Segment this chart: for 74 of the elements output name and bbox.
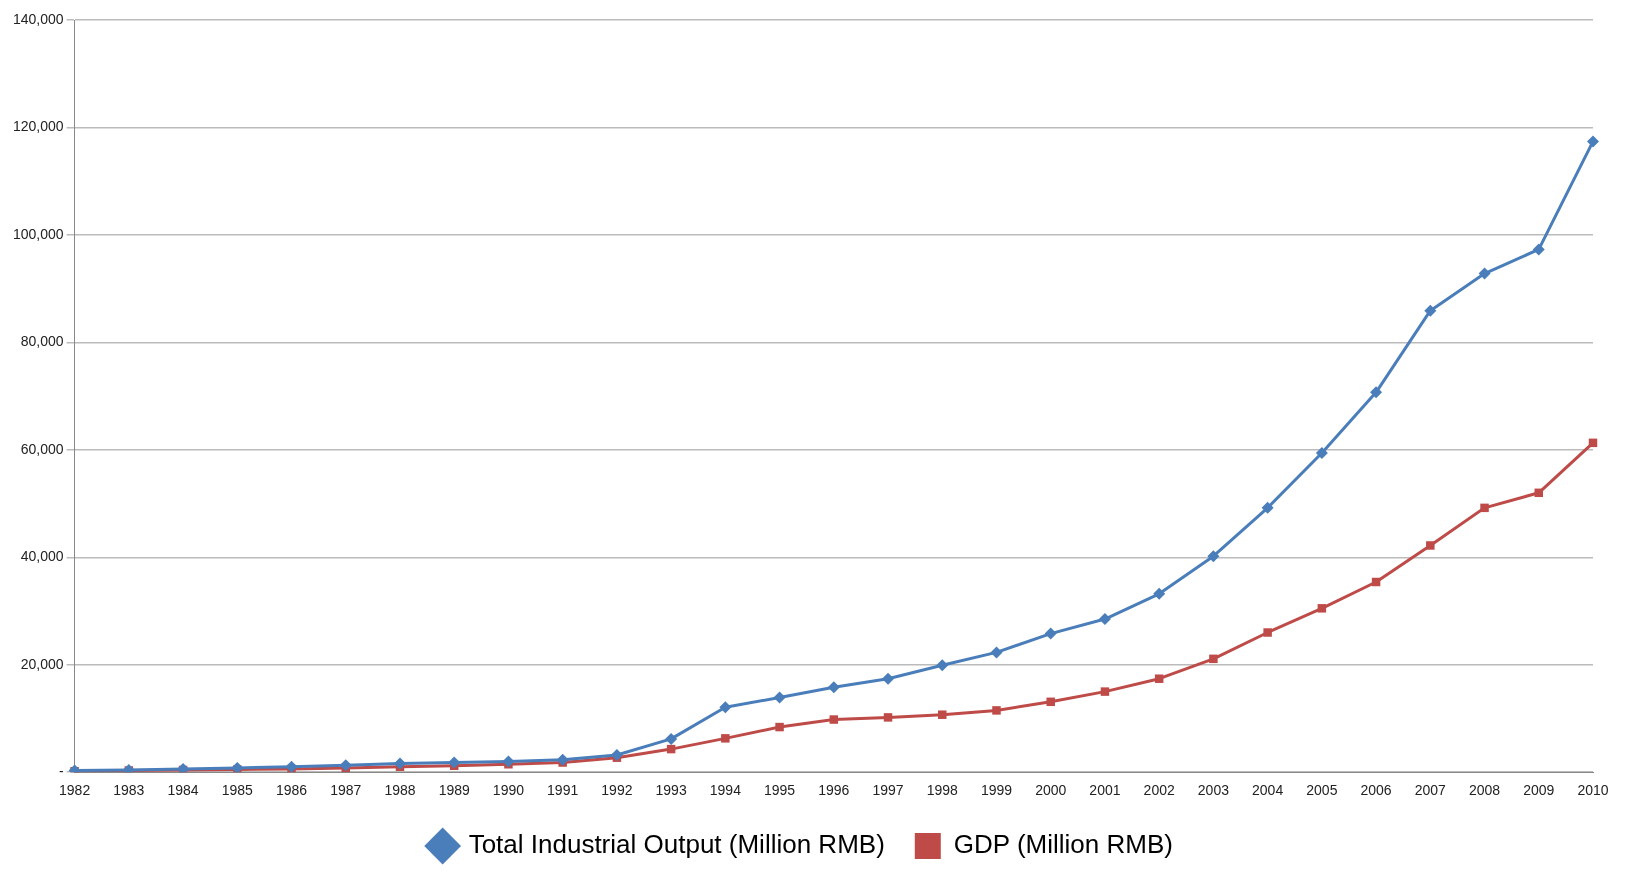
point: [883, 713, 893, 722]
point: [1098, 613, 1111, 626]
x-tick-label: 1982: [59, 782, 91, 799]
point: [665, 732, 678, 745]
x-tick-label: 2010: [1577, 782, 1609, 799]
x-tick-label: 1990: [492, 782, 525, 799]
x-tick-label: 2007: [1414, 782, 1447, 799]
y-tick-label: 140,000: [13, 10, 64, 27]
point: [1153, 587, 1166, 600]
point: [936, 659, 949, 672]
x-tick-label: 1999: [980, 782, 1013, 799]
y-tick-label: 20,000: [20, 655, 64, 672]
x-tick-label: 1988: [384, 782, 416, 799]
x-tick-label: 1994: [709, 782, 742, 799]
x-tick-label: 1993: [655, 782, 687, 799]
y-tick-label: -: [58, 763, 64, 780]
x-tick-label: 1996: [818, 782, 850, 799]
point: [1532, 243, 1545, 256]
y-tick-label: 40,000: [20, 548, 64, 565]
x-tick-label: 1991: [547, 782, 579, 799]
point: [1263, 628, 1272, 637]
point: [1317, 604, 1327, 613]
y-tick-label: 120,000: [13, 118, 64, 135]
x-tick-label: 2009: [1523, 782, 1555, 799]
point: [992, 706, 1001, 715]
x-tick-label: 2006: [1360, 782, 1392, 799]
point: [1046, 697, 1055, 707]
x-tick-label: 2008: [1468, 782, 1501, 799]
point: [1154, 674, 1164, 683]
point: [502, 755, 515, 768]
point: [1207, 550, 1220, 563]
x-tick-label: 2005: [1306, 782, 1338, 799]
x-tick-label: 2000: [1035, 782, 1067, 799]
point: [1424, 304, 1437, 317]
x-tick-label: 1998: [926, 782, 959, 799]
point: [1426, 541, 1435, 550]
point: [721, 734, 730, 743]
point: [719, 701, 732, 714]
x-tick-label: 1992: [601, 782, 633, 799]
point: [1480, 503, 1489, 513]
x-tick-label: 1987: [330, 782, 362, 799]
point: [1587, 135, 1599, 148]
point: [882, 672, 895, 685]
legend-label: Total Industrial Output (Million RMB): [468, 829, 885, 860]
point: [775, 722, 784, 732]
point: [285, 760, 298, 773]
point: [556, 753, 569, 766]
point: [938, 710, 947, 719]
y-tick-label: 100,000: [13, 225, 64, 242]
x-tick-label: 1995: [764, 782, 796, 799]
x-tick-label: 2001: [1089, 782, 1121, 799]
point: [1100, 687, 1110, 696]
x-tick-label: 1997: [872, 782, 904, 799]
x-tick-label: 1985: [221, 782, 254, 799]
y-tick-label: 80,000: [20, 333, 64, 350]
x-tick-label: 1983: [113, 782, 145, 799]
x-tick-label: 1986: [275, 782, 308, 799]
point: [1478, 267, 1491, 280]
point: [1315, 447, 1328, 460]
x-tick-label: 1984: [167, 782, 199, 799]
x-tick-label: 2004: [1252, 782, 1284, 799]
x-tick-label: 2003: [1197, 782, 1230, 799]
x-tick-label: 1989: [438, 782, 470, 799]
point: [1261, 501, 1274, 514]
point: [990, 646, 1003, 659]
point: [827, 681, 840, 694]
point: [1370, 386, 1383, 399]
legend-label: GDP (Million RMB): [953, 829, 1173, 860]
y-tick-label: 60,000: [20, 440, 64, 457]
point: [1044, 627, 1057, 640]
point: [773, 691, 786, 704]
x-tick-label: 2002: [1143, 782, 1175, 799]
point: [1209, 654, 1218, 664]
point: [829, 715, 839, 724]
